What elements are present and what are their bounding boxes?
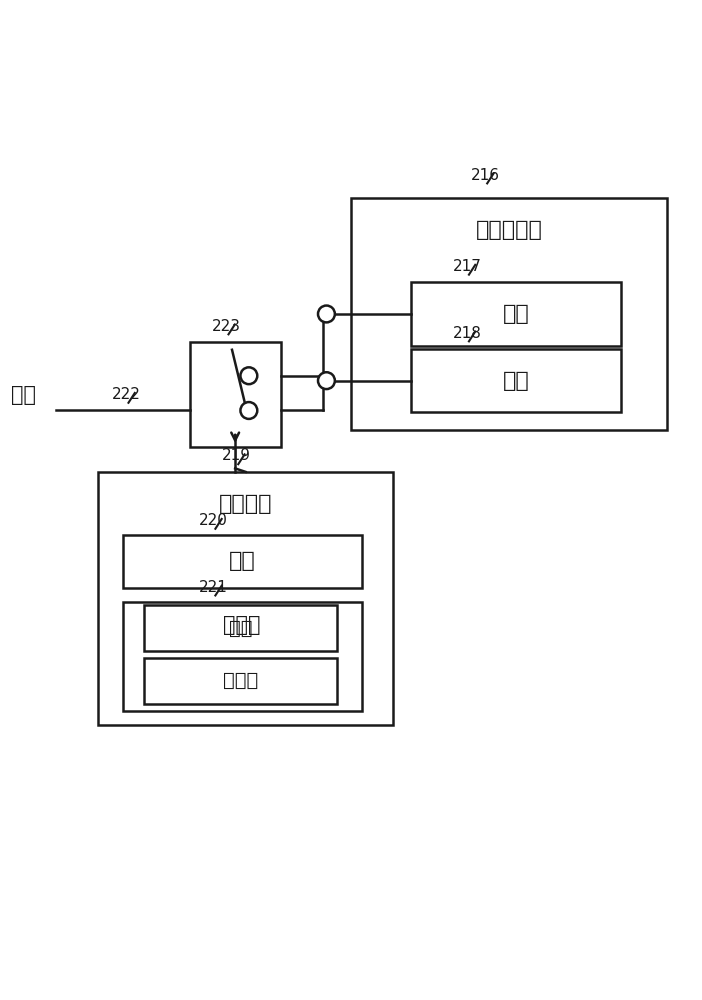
Text: 治疗: 治疗 (503, 304, 529, 324)
Text: 218: 218 (453, 326, 482, 341)
Bar (144, 658, 337, 704)
Text: 磁体: 磁体 (229, 619, 252, 638)
Text: 217: 217 (453, 259, 482, 274)
Text: 触发事件: 触发事件 (219, 494, 272, 514)
Text: 启动: 启动 (11, 385, 36, 405)
Text: 222: 222 (112, 387, 141, 402)
Text: 219: 219 (222, 448, 251, 463)
Bar (144, 605, 337, 651)
Bar (411, 349, 621, 412)
Bar (351, 198, 667, 430)
Circle shape (240, 402, 257, 419)
Text: 手动的: 手动的 (223, 615, 261, 635)
Text: 程序器: 程序器 (223, 671, 258, 690)
Bar (411, 282, 621, 346)
Text: 221: 221 (199, 580, 228, 595)
Text: 滴定: 滴定 (503, 371, 529, 391)
Text: 220: 220 (199, 513, 228, 528)
Circle shape (318, 372, 335, 389)
Bar (190, 342, 281, 447)
Bar (123, 602, 362, 711)
Bar (98, 472, 393, 725)
Text: 223: 223 (212, 319, 241, 334)
Text: 自动: 自动 (229, 551, 256, 571)
Bar (123, 535, 362, 588)
Text: 控制器模式: 控制器模式 (475, 220, 543, 240)
Text: 216: 216 (471, 168, 500, 183)
Circle shape (318, 306, 335, 322)
Circle shape (240, 367, 257, 384)
